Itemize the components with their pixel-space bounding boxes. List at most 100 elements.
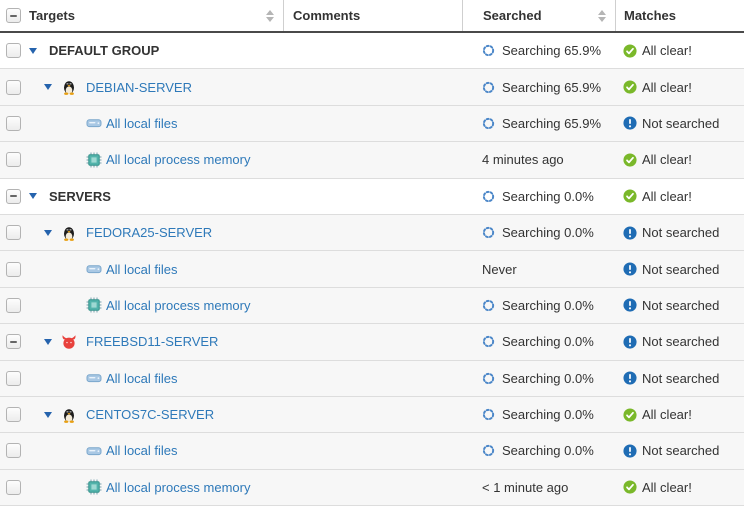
searched-text: Searching 0.0% xyxy=(502,334,594,350)
table-row: All local files Never Not searched xyxy=(0,251,744,288)
spinner-icon xyxy=(482,190,495,203)
row-checkbox[interactable] xyxy=(6,370,21,386)
searched-text: 4 minutes ago xyxy=(482,152,564,168)
target-label[interactable]: DEBIAN-SERVER xyxy=(86,79,192,95)
matches-text: Not searched xyxy=(642,115,720,131)
comments-cell xyxy=(283,433,462,468)
drive-icon xyxy=(86,443,102,459)
matches-cell: All clear! xyxy=(615,69,744,104)
searched-cell: Searching 0.0% xyxy=(462,215,615,250)
expand-caret-icon[interactable] xyxy=(29,47,37,54)
spinner-icon xyxy=(482,335,495,348)
searched-cell: Searching 65.9% xyxy=(462,106,615,141)
select-all-checkbox[interactable] xyxy=(6,8,21,23)
comments-cell xyxy=(283,69,462,104)
target-label[interactable]: All local files xyxy=(106,261,178,277)
freebsd-icon xyxy=(61,334,77,350)
all-clear-icon xyxy=(623,44,637,58)
sort-icon[interactable] xyxy=(598,9,606,22)
searched-cell: Searching 0.0% xyxy=(462,288,615,323)
row-checkbox[interactable] xyxy=(6,334,21,350)
comments-cell xyxy=(283,324,462,359)
target-label[interactable]: All local process memory xyxy=(106,297,251,313)
targets-cell: All local files xyxy=(0,433,283,468)
target-label[interactable]: All local files xyxy=(106,443,178,459)
row-checkbox[interactable] xyxy=(6,407,21,423)
matches-text: Not searched xyxy=(642,297,720,313)
column-header-targets[interactable]: Targets xyxy=(0,0,283,31)
matches-cell: Not searched xyxy=(615,215,744,250)
target-label[interactable]: All local files xyxy=(106,370,178,386)
target-label[interactable]: All local process memory xyxy=(106,479,251,495)
searched-cell: Searching 0.0% xyxy=(462,324,615,359)
row-checkbox[interactable] xyxy=(6,443,21,459)
table-row: All local files Searching 0.0% Not searc… xyxy=(0,433,744,470)
chip-icon xyxy=(86,152,102,168)
expand-caret-icon[interactable] xyxy=(44,411,52,418)
row-checkbox[interactable] xyxy=(6,115,21,131)
row-checkbox[interactable] xyxy=(6,152,21,168)
row-checkbox[interactable] xyxy=(6,225,21,241)
matches-text: Not searched xyxy=(642,443,720,459)
targets-cell: DEFAULT GROUP xyxy=(0,33,283,68)
searched-text: Searching 0.0% xyxy=(502,297,594,313)
target-label[interactable]: All local process memory xyxy=(106,152,251,168)
table-row: All local process memory Searching 0.0% … xyxy=(0,287,744,325)
searched-text: Searching 0.0% xyxy=(502,188,594,204)
spinner-icon xyxy=(482,117,495,130)
targets-cell: All local files xyxy=(0,361,283,396)
column-label-searched[interactable]: Searched xyxy=(483,8,542,23)
expand-caret-icon[interactable] xyxy=(44,229,52,236)
target-label[interactable]: All local files xyxy=(106,115,178,131)
column-label-comments[interactable]: Comments xyxy=(293,8,361,23)
column-header-matches[interactable]: Matches xyxy=(615,0,744,31)
row-checkbox[interactable] xyxy=(6,297,21,313)
expand-caret-icon[interactable] xyxy=(29,193,37,200)
matches-text: All clear! xyxy=(642,79,692,95)
row-checkbox[interactable] xyxy=(6,479,21,495)
column-header-searched[interactable]: Searched xyxy=(462,0,615,31)
row-checkbox[interactable] xyxy=(6,261,21,277)
tux-icon xyxy=(61,407,77,423)
target-label[interactable]: CENTOS7C-SERVER xyxy=(86,407,215,423)
targets-cell: DEBIAN-SERVER xyxy=(0,69,283,104)
comments-cell xyxy=(283,397,462,432)
searched-text: Searching 0.0% xyxy=(502,370,594,386)
matches-text: Not searched xyxy=(642,370,720,386)
comments-cell xyxy=(283,470,462,505)
spinner-icon xyxy=(482,408,495,421)
matches-text: Not searched xyxy=(642,225,720,241)
table-row: FREEBSD11-SERVER Searching 0.0% Not sear… xyxy=(0,324,744,361)
searched-text: Searching 65.9% xyxy=(502,115,602,131)
target-label[interactable]: SERVERS xyxy=(49,188,111,204)
table-row: All local files Searching 0.0% Not searc… xyxy=(0,360,744,397)
row-checkbox[interactable] xyxy=(6,43,21,59)
expand-caret-icon[interactable] xyxy=(44,338,52,345)
searched-text: Never xyxy=(482,261,517,277)
matches-cell: Not searched xyxy=(615,361,744,396)
comments-cell xyxy=(283,215,462,250)
column-label-targets[interactable]: Targets xyxy=(29,8,75,23)
targets-cell: CENTOS7C-SERVER xyxy=(0,397,283,432)
target-label[interactable]: FEDORA25-SERVER xyxy=(86,225,213,241)
table-row: All local files Searching 65.9% Not sear… xyxy=(0,105,744,143)
target-label[interactable]: FREEBSD11-SERVER xyxy=(86,334,219,350)
row-checkbox[interactable] xyxy=(6,188,21,204)
target-label[interactable]: DEFAULT GROUP xyxy=(49,43,160,59)
column-label-matches[interactable]: Matches xyxy=(624,8,677,23)
chip-icon xyxy=(86,297,102,313)
targets-cell: All local files xyxy=(0,106,283,141)
matches-text: All clear! xyxy=(642,479,692,495)
spinner-icon xyxy=(482,299,495,312)
comments-cell xyxy=(283,106,462,141)
matches-cell: Not searched xyxy=(615,106,744,141)
targets-cell: FREEBSD11-SERVER xyxy=(0,324,283,359)
targets-cell: All local process memory xyxy=(0,142,283,177)
not-searched-icon xyxy=(623,371,637,385)
row-checkbox[interactable] xyxy=(6,79,21,95)
expand-caret-icon[interactable] xyxy=(44,84,52,91)
column-header-comments[interactable]: Comments xyxy=(283,0,462,31)
searched-text: Searching 0.0% xyxy=(502,225,594,241)
sort-icon[interactable] xyxy=(266,9,274,22)
targets-cell: All local process memory xyxy=(0,288,283,323)
